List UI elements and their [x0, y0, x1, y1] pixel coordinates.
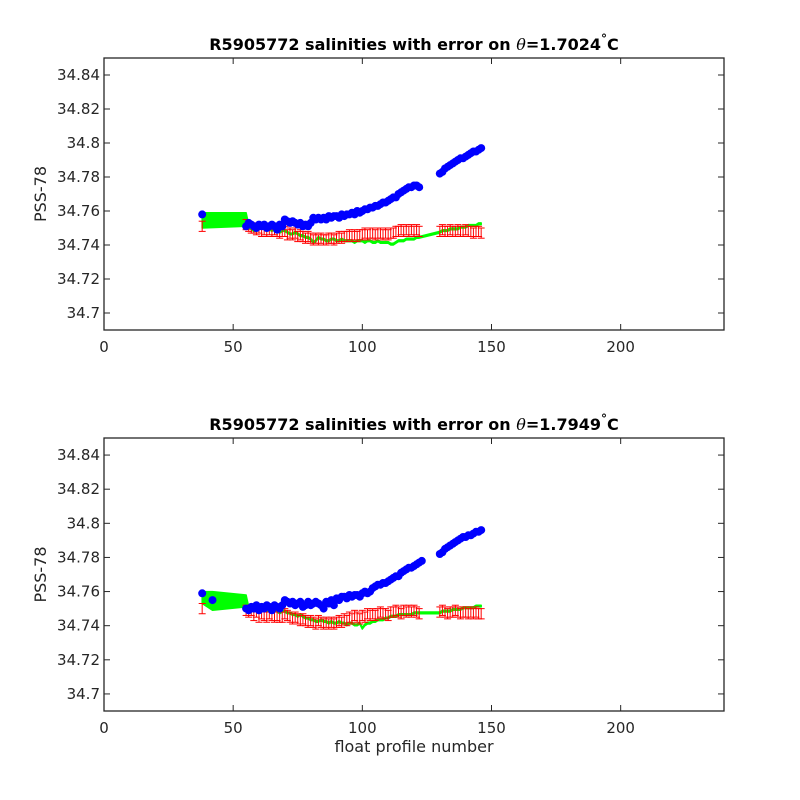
title-prefix: R5905772 salinities with error on — [209, 415, 516, 434]
float-salinity-point — [329, 601, 338, 610]
x-tick-label: 200 — [606, 719, 635, 737]
x-tick-label: 200 — [606, 338, 635, 356]
float-salinity-point — [415, 183, 424, 192]
y-tick-label: 34.78 — [57, 548, 100, 566]
chart-title: R5905772 salinities with error on θ=1.79… — [209, 412, 619, 434]
chart-panel-1: 34.7 34.72 34.74 34.76 34.78 34.8 34.82 34.84 0 5… — [31, 32, 725, 356]
float-salinity-point — [477, 526, 486, 535]
y-tick-label: 34.7 — [67, 304, 100, 322]
float-salinity-point — [198, 589, 207, 598]
title-value: =1.7949 — [526, 415, 601, 434]
float-salinity-point — [208, 596, 217, 605]
y-tick-label: 34.76 — [57, 202, 100, 220]
title-prefix: R5905772 salinities with error on — [209, 35, 516, 54]
title-theta: θ — [516, 35, 526, 54]
title-unit: C — [607, 415, 619, 434]
plot-area — [104, 438, 724, 711]
float-salinity-point — [319, 604, 328, 613]
y-tick-label: 34.82 — [57, 480, 100, 498]
y-axis-label: PSS-78 — [31, 546, 50, 602]
plot-marks — [198, 144, 486, 246]
x-tick-label: 150 — [477, 338, 506, 356]
plot-marks — [198, 526, 486, 630]
y-tick-label: 34.74 — [57, 617, 100, 635]
mapped-errorbar — [415, 608, 423, 620]
x-tick-label: 100 — [348, 338, 377, 356]
mapped-errorbar — [415, 225, 423, 237]
y-tick-label: 34.7 — [67, 685, 100, 703]
mapped-errorbar — [198, 603, 206, 615]
y-tick-label: 34.78 — [57, 168, 100, 186]
y-tick-label: 34.72 — [57, 651, 100, 669]
x-tick-label: 50 — [224, 338, 243, 356]
float-salinity-point — [198, 210, 207, 219]
mapped-errorbar — [198, 220, 206, 232]
title-unit: C — [607, 35, 619, 54]
title-value: =1.7024 — [526, 35, 601, 54]
plot-area — [104, 58, 724, 330]
y-tick-label: 34.76 — [57, 583, 100, 601]
float-salinity-point — [417, 556, 426, 565]
y-tick-label: 34.82 — [57, 100, 100, 118]
float-salinity-point — [477, 144, 486, 153]
y-axis-label: PSS-78 — [31, 166, 50, 222]
mapped-errorbar — [477, 608, 485, 620]
title-theta: θ — [516, 415, 526, 434]
y-tick-label: 34.74 — [57, 236, 100, 254]
y-tick-label: 34.8 — [67, 134, 100, 152]
x-axis-label: float profile number — [334, 737, 494, 756]
x-tick-label: 100 — [348, 719, 377, 737]
y-tick-label: 34.84 — [57, 66, 100, 84]
y-tick-label: 34.84 — [57, 446, 100, 464]
chart-title: R5905772 salinities with error on θ=1.70… — [209, 32, 619, 54]
float-salinity-point — [278, 222, 287, 231]
x-tick-label: 0 — [99, 719, 109, 737]
mapped-errorbar — [477, 227, 485, 239]
plot-frame — [103, 57, 725, 331]
plot-frame — [103, 437, 725, 712]
x-tick-label: 150 — [477, 719, 506, 737]
y-tick-label: 34.8 — [67, 514, 100, 532]
title-degree: ° — [601, 412, 607, 426]
x-tick-label: 0 — [99, 338, 109, 356]
y-tick-label: 34.72 — [57, 270, 100, 288]
x-tick-label: 50 — [224, 719, 243, 737]
title-degree: ° — [601, 32, 607, 46]
chart-panel-2: 34.7 34.72 34.74 34.76 34.78 34.8 34.82 34.84 0 5… — [31, 412, 725, 756]
